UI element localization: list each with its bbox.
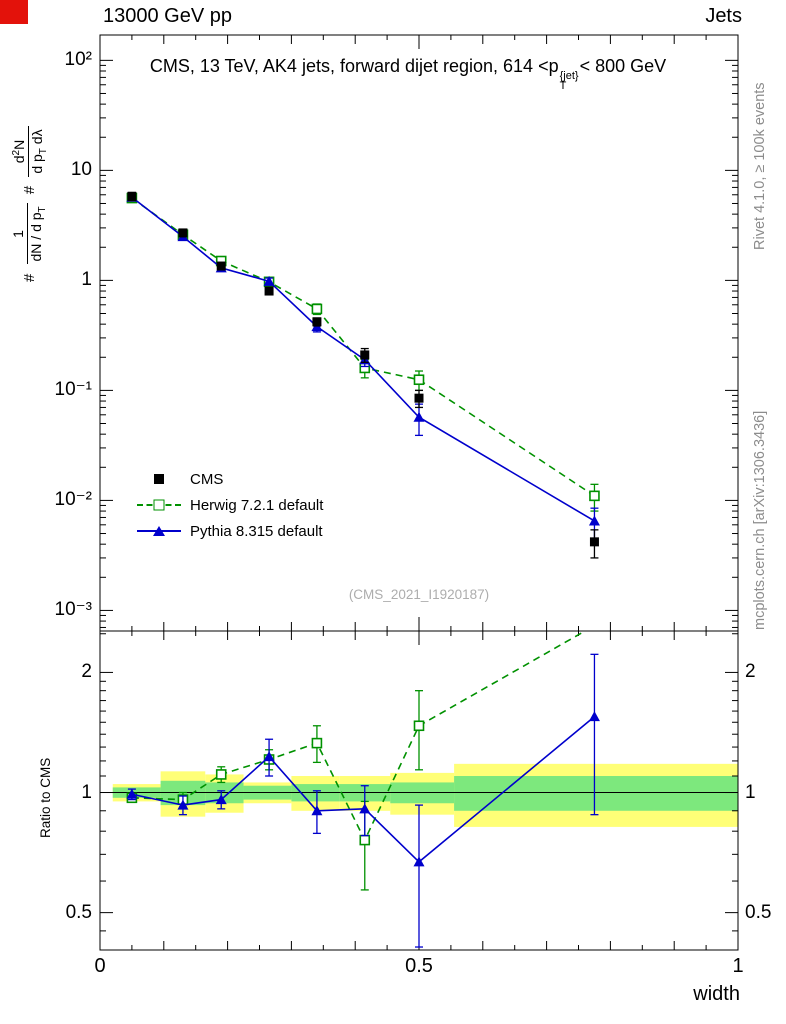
square-open-icon bbox=[136, 492, 182, 518]
red-corner-marker bbox=[0, 0, 28, 24]
ratio-series-herwig-7-2-1-default bbox=[126, 631, 587, 891]
pt-subscript: T bbox=[559, 80, 567, 92]
title-text-suffix: < 800 GeV bbox=[579, 56, 667, 76]
legend: CMS Herwig 7.2.1 default Pythia 8.315 defa… bbox=[136, 466, 323, 544]
main-ytick-label: 10² bbox=[64, 49, 92, 71]
ylabel-fraction-1: 1 dN / d pT bbox=[9, 203, 51, 265]
main-y-axis-label: # 1 dN / d pT # d2N d pT dλ bbox=[8, 121, 52, 282]
legend-item-pythia-8-315-default: Pythia 8.315 default bbox=[136, 518, 323, 544]
ratio-ytick-label-left: 1 bbox=[81, 781, 92, 803]
xtick-label: 1 bbox=[732, 955, 744, 977]
pt-scripts: {jet} T bbox=[559, 70, 579, 92]
ylabel-hash: # bbox=[20, 185, 38, 195]
legend-marker-sample bbox=[154, 474, 164, 484]
ratio-ytick-label-left: 2 bbox=[81, 661, 92, 683]
legend-marker-sample bbox=[153, 499, 165, 511]
legend-label: CMS bbox=[190, 470, 224, 488]
axis-ticks bbox=[99, 35, 739, 950]
legend-item-cms: CMS bbox=[136, 466, 323, 492]
analysis-id-watermark: (CMS_2021_I1920187) bbox=[348, 587, 490, 602]
main-ytick-label: 10⁻³ bbox=[54, 599, 93, 621]
title-text: CMS, 13 TeV, AK4 jets, forward dijet reg… bbox=[149, 56, 559, 76]
xtick-label: 0 bbox=[94, 955, 106, 977]
legend-label: Herwig 7.2.1 default bbox=[190, 496, 324, 514]
ratio-uncertainty-bands bbox=[112, 763, 738, 827]
main-ytick-label: 10⁻² bbox=[54, 489, 93, 511]
plot-title: CMS, 13 TeV, AK4 jets, forward dijet reg… bbox=[30, 56, 786, 92]
main-ytick-label: 10 bbox=[70, 159, 92, 181]
ratio-ytick-label-right: 2 bbox=[745, 661, 756, 683]
x-axis-label: width bbox=[693, 983, 740, 1005]
analysis-group-label: Jets bbox=[705, 5, 742, 27]
rivet-version-note: Rivet 4.1.0, ≥ 100k events bbox=[752, 82, 768, 250]
legend-item-herwig-7-2-1-default: Herwig 7.2.1 default bbox=[136, 492, 323, 518]
beam-energy-label: 13000 GeV pp bbox=[103, 5, 232, 27]
ratio-ytick-label-right: 1 bbox=[745, 781, 756, 803]
triangle-filled-icon bbox=[136, 518, 182, 544]
legend-label: Pythia 8.315 default bbox=[190, 522, 323, 540]
ratio-series-pythia-8-315-default bbox=[126, 653, 600, 948]
mcplots-reference-note: mcplots.cern.ch [arXiv:1306.3436] bbox=[752, 410, 768, 630]
legend-marker-sample bbox=[153, 526, 165, 536]
pt-superscript: {jet} bbox=[559, 70, 579, 82]
main-series-cms bbox=[127, 191, 599, 559]
main-ytick-label: 10⁻¹ bbox=[54, 379, 93, 401]
ratio-ytick-label-left: 0.5 bbox=[65, 901, 92, 923]
ratio-panel-frame bbox=[99, 630, 739, 951]
square-filled-icon bbox=[136, 466, 182, 492]
main-ytick-label: 1 bbox=[81, 269, 92, 291]
xtick-label: 0.5 bbox=[405, 955, 433, 977]
ratio-ytick-label-right: 0.5 bbox=[745, 901, 772, 923]
